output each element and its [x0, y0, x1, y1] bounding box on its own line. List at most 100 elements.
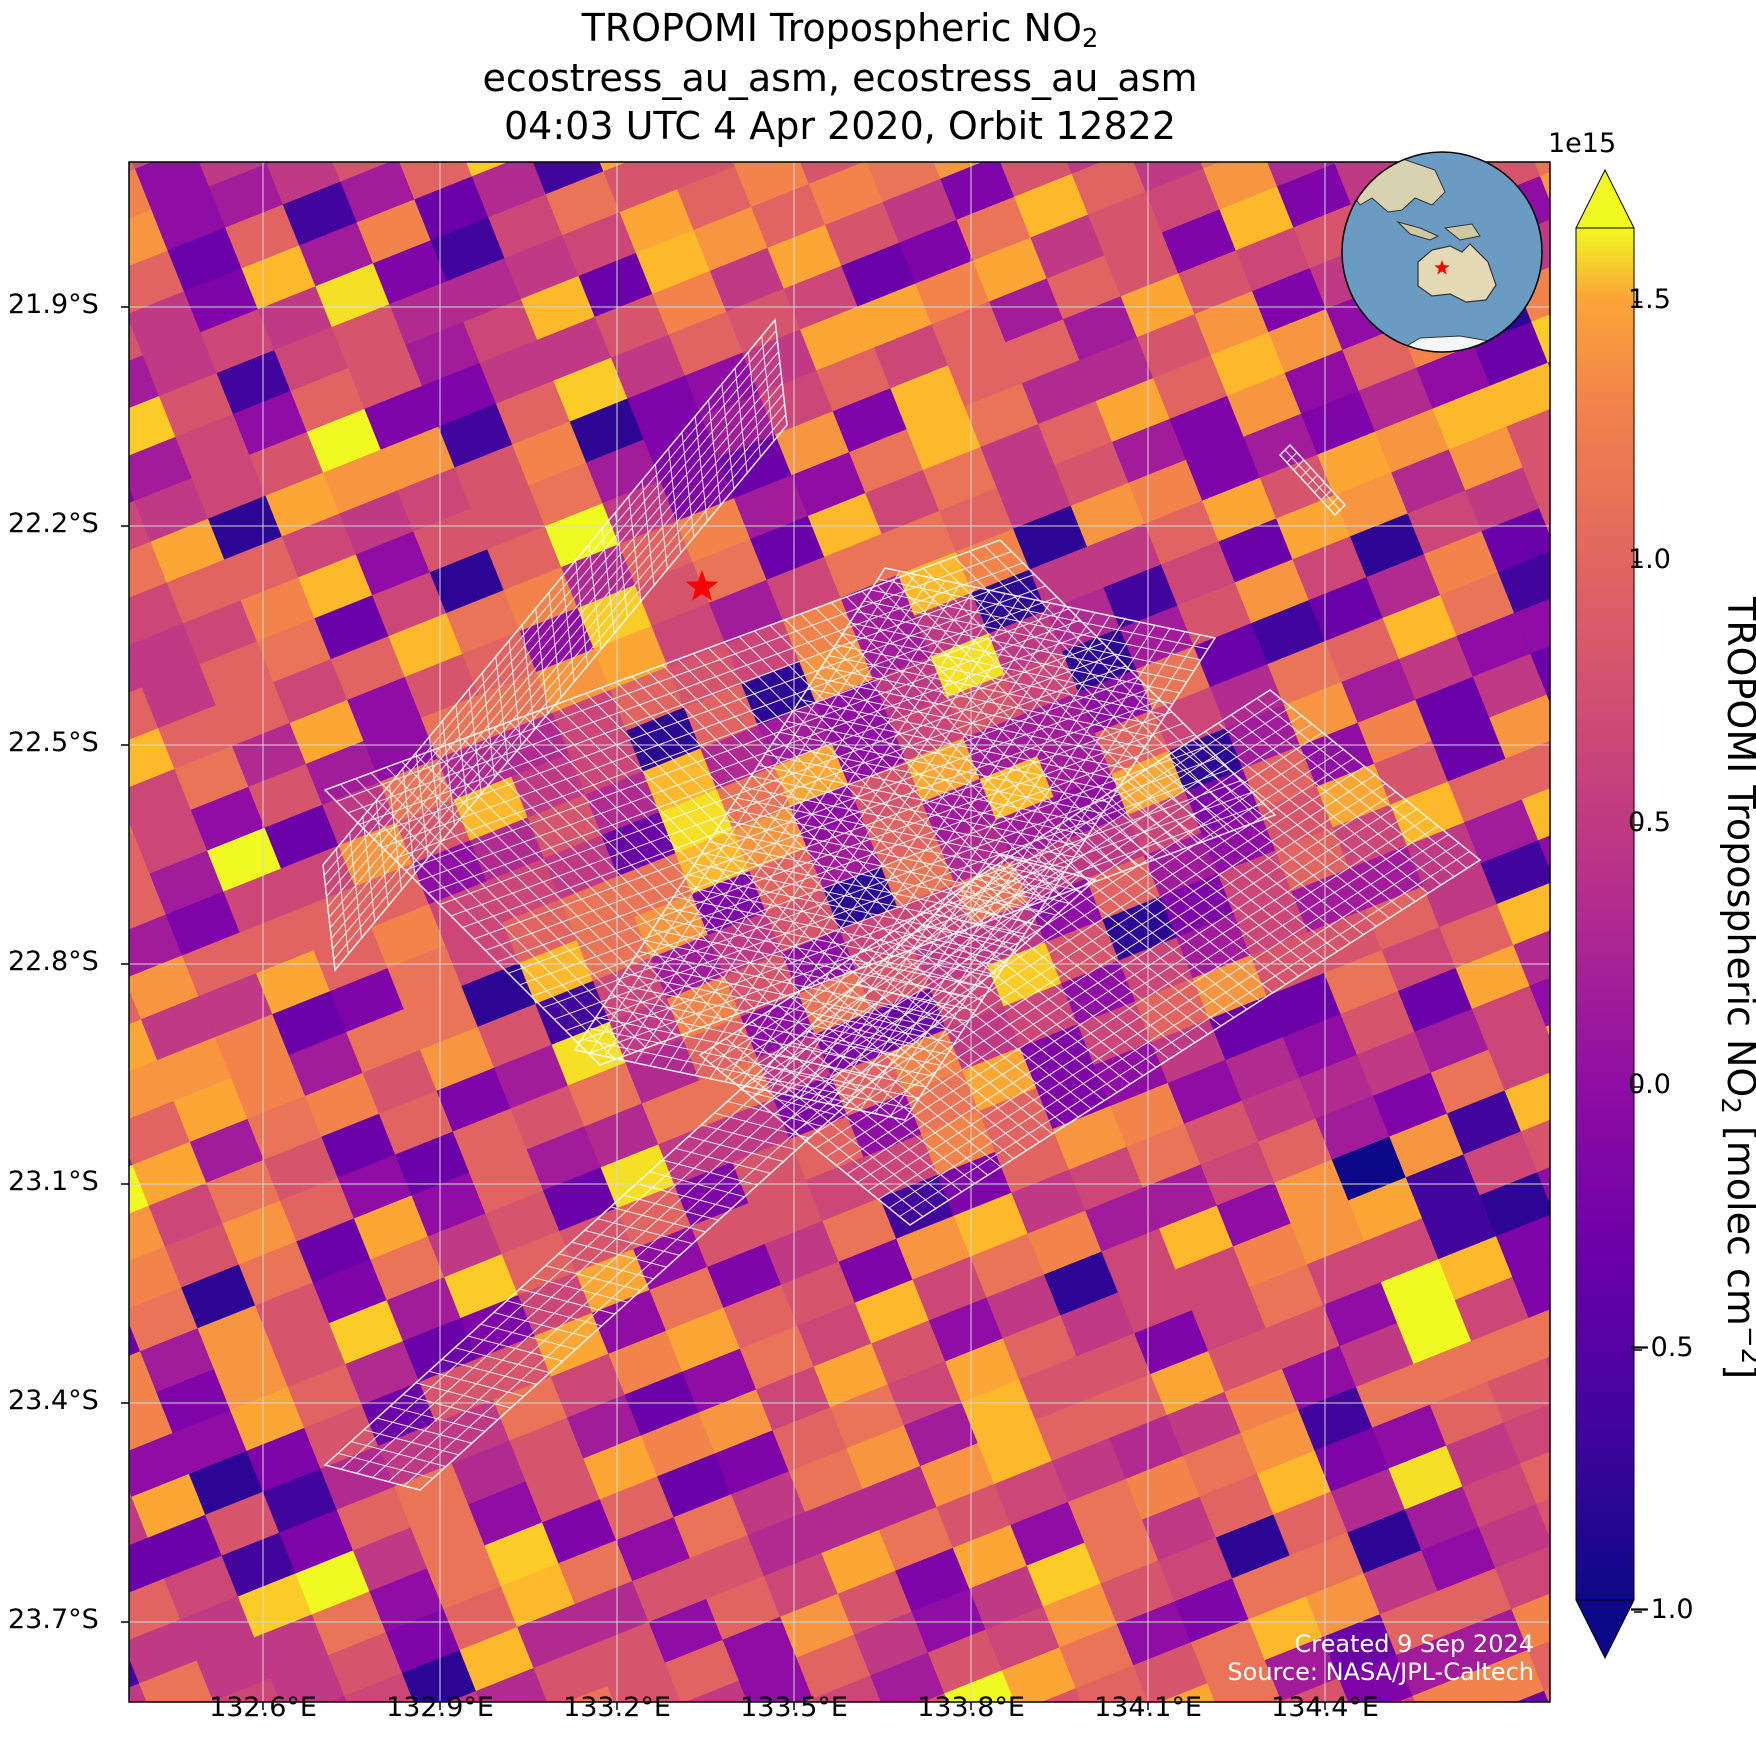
no2-pixel	[1333, 162, 1341, 165]
colorbar-extend-min	[1575, 1599, 1635, 1660]
lat-tick-label: 23.7°S	[8, 1604, 99, 1635]
no2-pixel	[129, 162, 137, 173]
no2-pixel	[1397, 1695, 1416, 1702]
no2-pixel	[1041, 1687, 1083, 1702]
lon-tick-label: 132.9°E	[386, 1692, 494, 1723]
no2-pixel	[1479, 1171, 1550, 1237]
no2-pixel	[698, 1722, 772, 1752]
map-area	[24, 74, 1635, 1752]
no2-pixel	[1490, 362, 1550, 428]
no2-pixel	[1480, 839, 1550, 905]
no2-pixel	[566, 1685, 615, 1702]
no2-pixel	[448, 1690, 482, 1702]
globe-land-islands	[1396, 221, 1481, 241]
no2-pixel	[1372, 1737, 1446, 1752]
no2-pixel	[344, 1672, 415, 1702]
no2-pixel	[777, 80, 851, 144]
no2-pixel	[1537, 1167, 1550, 1205]
no2-pixel	[1531, 314, 1550, 364]
no2-pixel	[466, 162, 510, 178]
colorbar-tick-label: −1.0	[1628, 1594, 1694, 1625]
no2-pixel	[34, 1229, 108, 1293]
no2-pixel	[645, 85, 719, 149]
no2-pixel	[1513, 930, 1550, 987]
no2-pixel	[1538, 503, 1550, 536]
lat-tick-label: 21.9°S	[8, 289, 99, 320]
credit-source: Source: NASA/JPL-Caltech	[1227, 1658, 1534, 1686]
no2-pixel	[1066, 162, 1104, 175]
no2-pixel	[850, 97, 924, 161]
no2-pixel	[567, 1727, 641, 1752]
no2-pixel	[1200, 162, 1222, 170]
colorbar-ticks	[1634, 301, 1642, 1613]
no2-pixel	[1429, 1714, 1503, 1752]
no2-pixel	[212, 1677, 281, 1702]
no2-pixel	[733, 162, 748, 167]
no2-pixel	[1544, 1356, 1550, 1372]
no2-pixel	[1478, 1503, 1550, 1569]
no2-pixel	[908, 74, 982, 138]
no2-pixel	[685, 1680, 749, 1702]
no2-pixel	[1543, 1688, 1550, 1702]
no2-pixel	[1075, 1664, 1149, 1702]
no2-pixel	[475, 1667, 548, 1702]
no2-pixel	[1545, 1024, 1550, 1038]
no2-pixel	[1503, 1404, 1550, 1465]
no2-pixel	[24, 1707, 98, 1752]
no2-pixel	[1530, 645, 1550, 696]
no2-pixel	[1561, 1709, 1635, 1752]
no2-pixel	[1160, 1682, 1216, 1702]
no2-pixel	[1522, 456, 1550, 510]
no2-pixel	[1495, 1546, 1550, 1610]
no2-pixel	[129, 1683, 148, 1702]
no2-pixel	[1506, 409, 1550, 469]
no2-pixel	[43, 751, 117, 815]
lon-tick-label: 133.2°E	[563, 1692, 671, 1723]
no2-pixel	[1412, 1672, 1483, 1702]
no2-pixel	[332, 162, 392, 183]
no2-pixel	[944, 1670, 1016, 1702]
colorbar-label: TROPOMI Tropospheric NO2 [molec cm−2]	[1715, 596, 1756, 1379]
no2-pixel	[44, 419, 118, 483]
no2-pixel	[1528, 1309, 1550, 1360]
no2-pixel	[1298, 1719, 1372, 1752]
no2-pixel	[904, 1735, 978, 1752]
no2-pixel	[37, 233, 111, 297]
chart-title-line3: 04:03 UTC 4 Apr 2020, Orbit 12822	[503, 104, 1176, 148]
no2-pixel	[1166, 1724, 1240, 1752]
lat-tick-label: 23.1°S	[8, 1166, 99, 1197]
no2-pixel	[804, 1698, 815, 1702]
lat-tick-label: 22.2°S	[8, 508, 99, 539]
no2-pixel	[1519, 1451, 1550, 1506]
no2-pixel	[177, 82, 251, 146]
colorbar-exponent: 1e15	[1548, 128, 1617, 159]
ecostress-footprint	[322, 318, 788, 972]
colorbar-extend-max	[1575, 168, 1635, 229]
axis-ticks	[121, 306, 1326, 1710]
credit-created: Created 9 Sep 2024	[1294, 1630, 1534, 1658]
no2-pixel	[1534, 162, 1550, 177]
no2-pixel	[514, 90, 588, 154]
no2-pixel	[50, 1270, 124, 1334]
lon-tick-label: 132.6°E	[209, 1692, 317, 1723]
colorbar	[1575, 168, 1642, 1660]
lon-tick-label: 133.8°E	[917, 1692, 1025, 1723]
no2-pixel	[607, 1662, 682, 1702]
no2-pixel	[1113, 87, 1187, 151]
globe-land-australia	[1417, 243, 1497, 303]
colorbar-tick-label: 0.5	[1628, 807, 1671, 838]
no2-pixel	[1450, 95, 1524, 159]
no2-pixel	[493, 1709, 567, 1752]
no2-pixel	[1514, 598, 1550, 655]
colorbar-tick-label: −0.5	[1628, 1332, 1694, 1363]
no2-pixel	[1504, 1072, 1550, 1133]
ecostress-footprint	[1278, 443, 1347, 517]
colorbar-tick-label: 1.0	[1628, 544, 1671, 575]
no2-pixel	[1527, 1640, 1550, 1692]
map-gridlines	[129, 162, 1550, 1702]
no2-pixel	[382, 95, 456, 159]
no2-pixel	[308, 77, 382, 141]
no2-pixel	[1521, 788, 1550, 842]
lon-tick-label: 134.4°E	[1271, 1692, 1379, 1723]
